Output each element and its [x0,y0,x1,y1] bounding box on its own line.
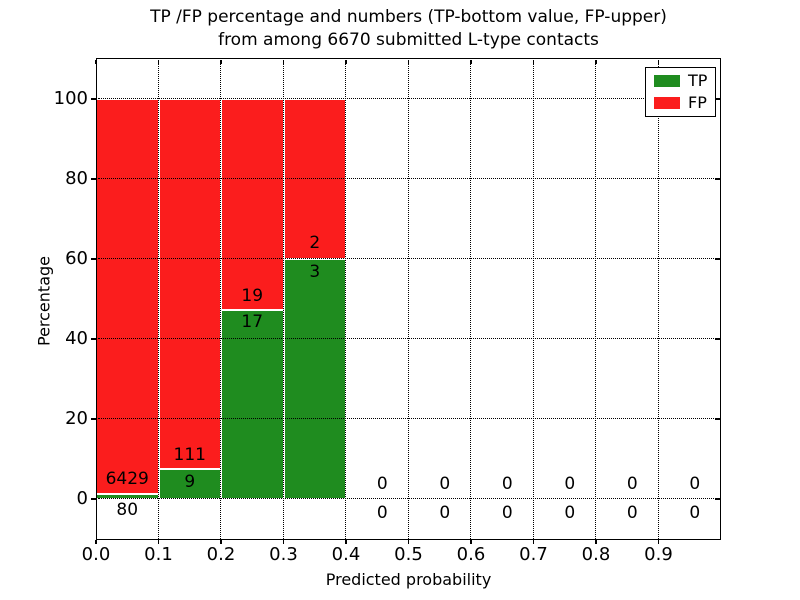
tp-count-label-0: 80 [116,500,139,521]
y-tick-label-100: 100 [53,88,88,109]
y-tick-left-0 [91,498,96,500]
x-tick-label-0.3: 0.3 [269,544,298,565]
tp-bar-segment-0.2 [221,310,284,499]
x-tick-label-0.2: 0.2 [206,544,236,565]
v-gridline-0.3 [282,59,284,539]
x-tick-top-0.2 [220,59,222,64]
legend-swatch-fp [654,97,680,109]
x-tick-label-0.9: 0.9 [644,544,673,565]
x-tick-top-0.7 [532,59,535,64]
x-tick-label-0.6: 0.6 [456,544,486,565]
y-tick-label-60: 60 [65,248,88,269]
y-tick-right-80 [714,178,720,180]
fp-bar-segment-0.2 [221,99,284,311]
tp-count-label-0.4: 0 [376,503,388,523]
tp-count-label-0.8: 0 [626,503,638,523]
y-tick-label-40: 40 [65,328,88,349]
fp-count-label-0.8: 0 [626,474,638,494]
x-tick-top-0.8 [595,59,597,64]
y-tick-right-100 [714,98,720,100]
y-tick-label-80: 80 [65,168,88,189]
fp-count-label-0.6: 0 [501,474,513,494]
fp-count-label-0.5: 0 [439,474,451,494]
x-tick-top-0.5 [407,59,410,64]
tp-bar-segment-0.3 [283,259,346,499]
x-tick-top-0.6 [470,59,472,64]
fp-count-label-0.2: 19 [241,286,264,307]
v-gridline-0.2 [220,59,222,539]
x-tick-bottom-0.1 [157,540,160,544]
tp-count-label-0.3: 3 [309,261,321,282]
tp-count-label-0.6: 0 [501,503,513,523]
chart-title-line2: from among 6670 submitted L-type contact… [218,30,599,50]
x-tick-label-0.7: 0.7 [519,544,548,565]
v-gridline-0.7 [532,59,534,539]
x-tick-bottom-0.7 [532,540,535,544]
y-axis-label-text: Percentage [34,255,54,347]
chart-title: TP /FP percentage and numbers (TP-bottom… [96,6,721,52]
y-tick-right-0 [714,498,720,500]
x-axis-label: Predicted probability [325,570,492,589]
y-tick-left-60 [91,258,96,260]
fp-bar-segment-0.1 [158,99,221,469]
v-gridline-0.9 [657,59,659,539]
fp-count-label-0: 6429 [105,469,149,489]
x-tick-label-0.1: 0.1 [144,544,173,565]
x-tick-top-0.4 [345,59,347,64]
v-gridline-0.6 [470,59,472,539]
x-tick-bottom-0.4 [345,540,347,544]
x-tick-bottom-0 [95,540,97,544]
legend: TP FP [645,67,716,117]
fp-count-label-0.7: 0 [564,474,576,494]
y-tick-label-20: 20 [65,408,88,429]
legend-label-fp: FP [688,93,707,112]
x-tick-label-0.4: 0.4 [331,544,361,565]
y-tick-right-20 [714,418,720,420]
fp-count-label-0.3: 2 [309,233,321,253]
x-tick-bottom-0.3 [282,540,285,544]
x-tick-bottom-0.6 [470,540,472,544]
plot-frame [96,58,721,540]
tp-count-label-0.9: 0 [689,503,701,523]
legend-label-tp: TP [688,71,708,90]
legend-swatch-tp [654,75,680,87]
fp-count-label-0.9: 0 [689,474,701,494]
x-tick-label-0.0: 0.0 [81,544,111,565]
v-gridline-0.8 [595,59,597,539]
chart-title-line1: TP /FP percentage and numbers (TP-bottom… [150,7,667,27]
x-tick-bottom-0.8 [595,540,597,544]
x-tick-label-0.8: 0.8 [581,544,611,565]
fp-bar-segment-0 [96,99,159,495]
y-tick-right-40 [714,338,720,340]
y-tick-right-60 [714,258,720,260]
x-tick-top-0.3 [282,59,285,64]
y-tick-left-100 [91,98,96,100]
v-gridline-0.1 [157,59,159,539]
tp-count-label-0.5: 0 [439,503,451,523]
x-tick-bottom-0.2 [220,540,222,544]
x-tick-bottom-0.9 [657,540,660,544]
y-tick-left-20 [91,418,96,420]
tp-count-label-0.2: 17 [241,312,264,333]
x-tick-top-0.9 [657,59,660,64]
fp-count-label-0.4: 0 [376,474,388,494]
y-tick-left-80 [91,178,96,180]
x-tick-bottom-0.5 [407,540,410,544]
v-gridline-0.4 [345,59,347,539]
tp-count-label-0.7: 0 [564,503,576,523]
fp-count-label-0.1: 111 [173,445,206,465]
y-tick-left-40 [91,338,96,340]
tp-count-label-0.1: 9 [184,471,196,492]
y-tick-label-0: 0 [76,488,88,509]
x-tick-top-0.1 [157,59,160,64]
v-gridline-0.5 [407,59,409,539]
x-tick-top-0 [95,59,97,64]
x-tick-label-0.5: 0.5 [394,544,423,565]
